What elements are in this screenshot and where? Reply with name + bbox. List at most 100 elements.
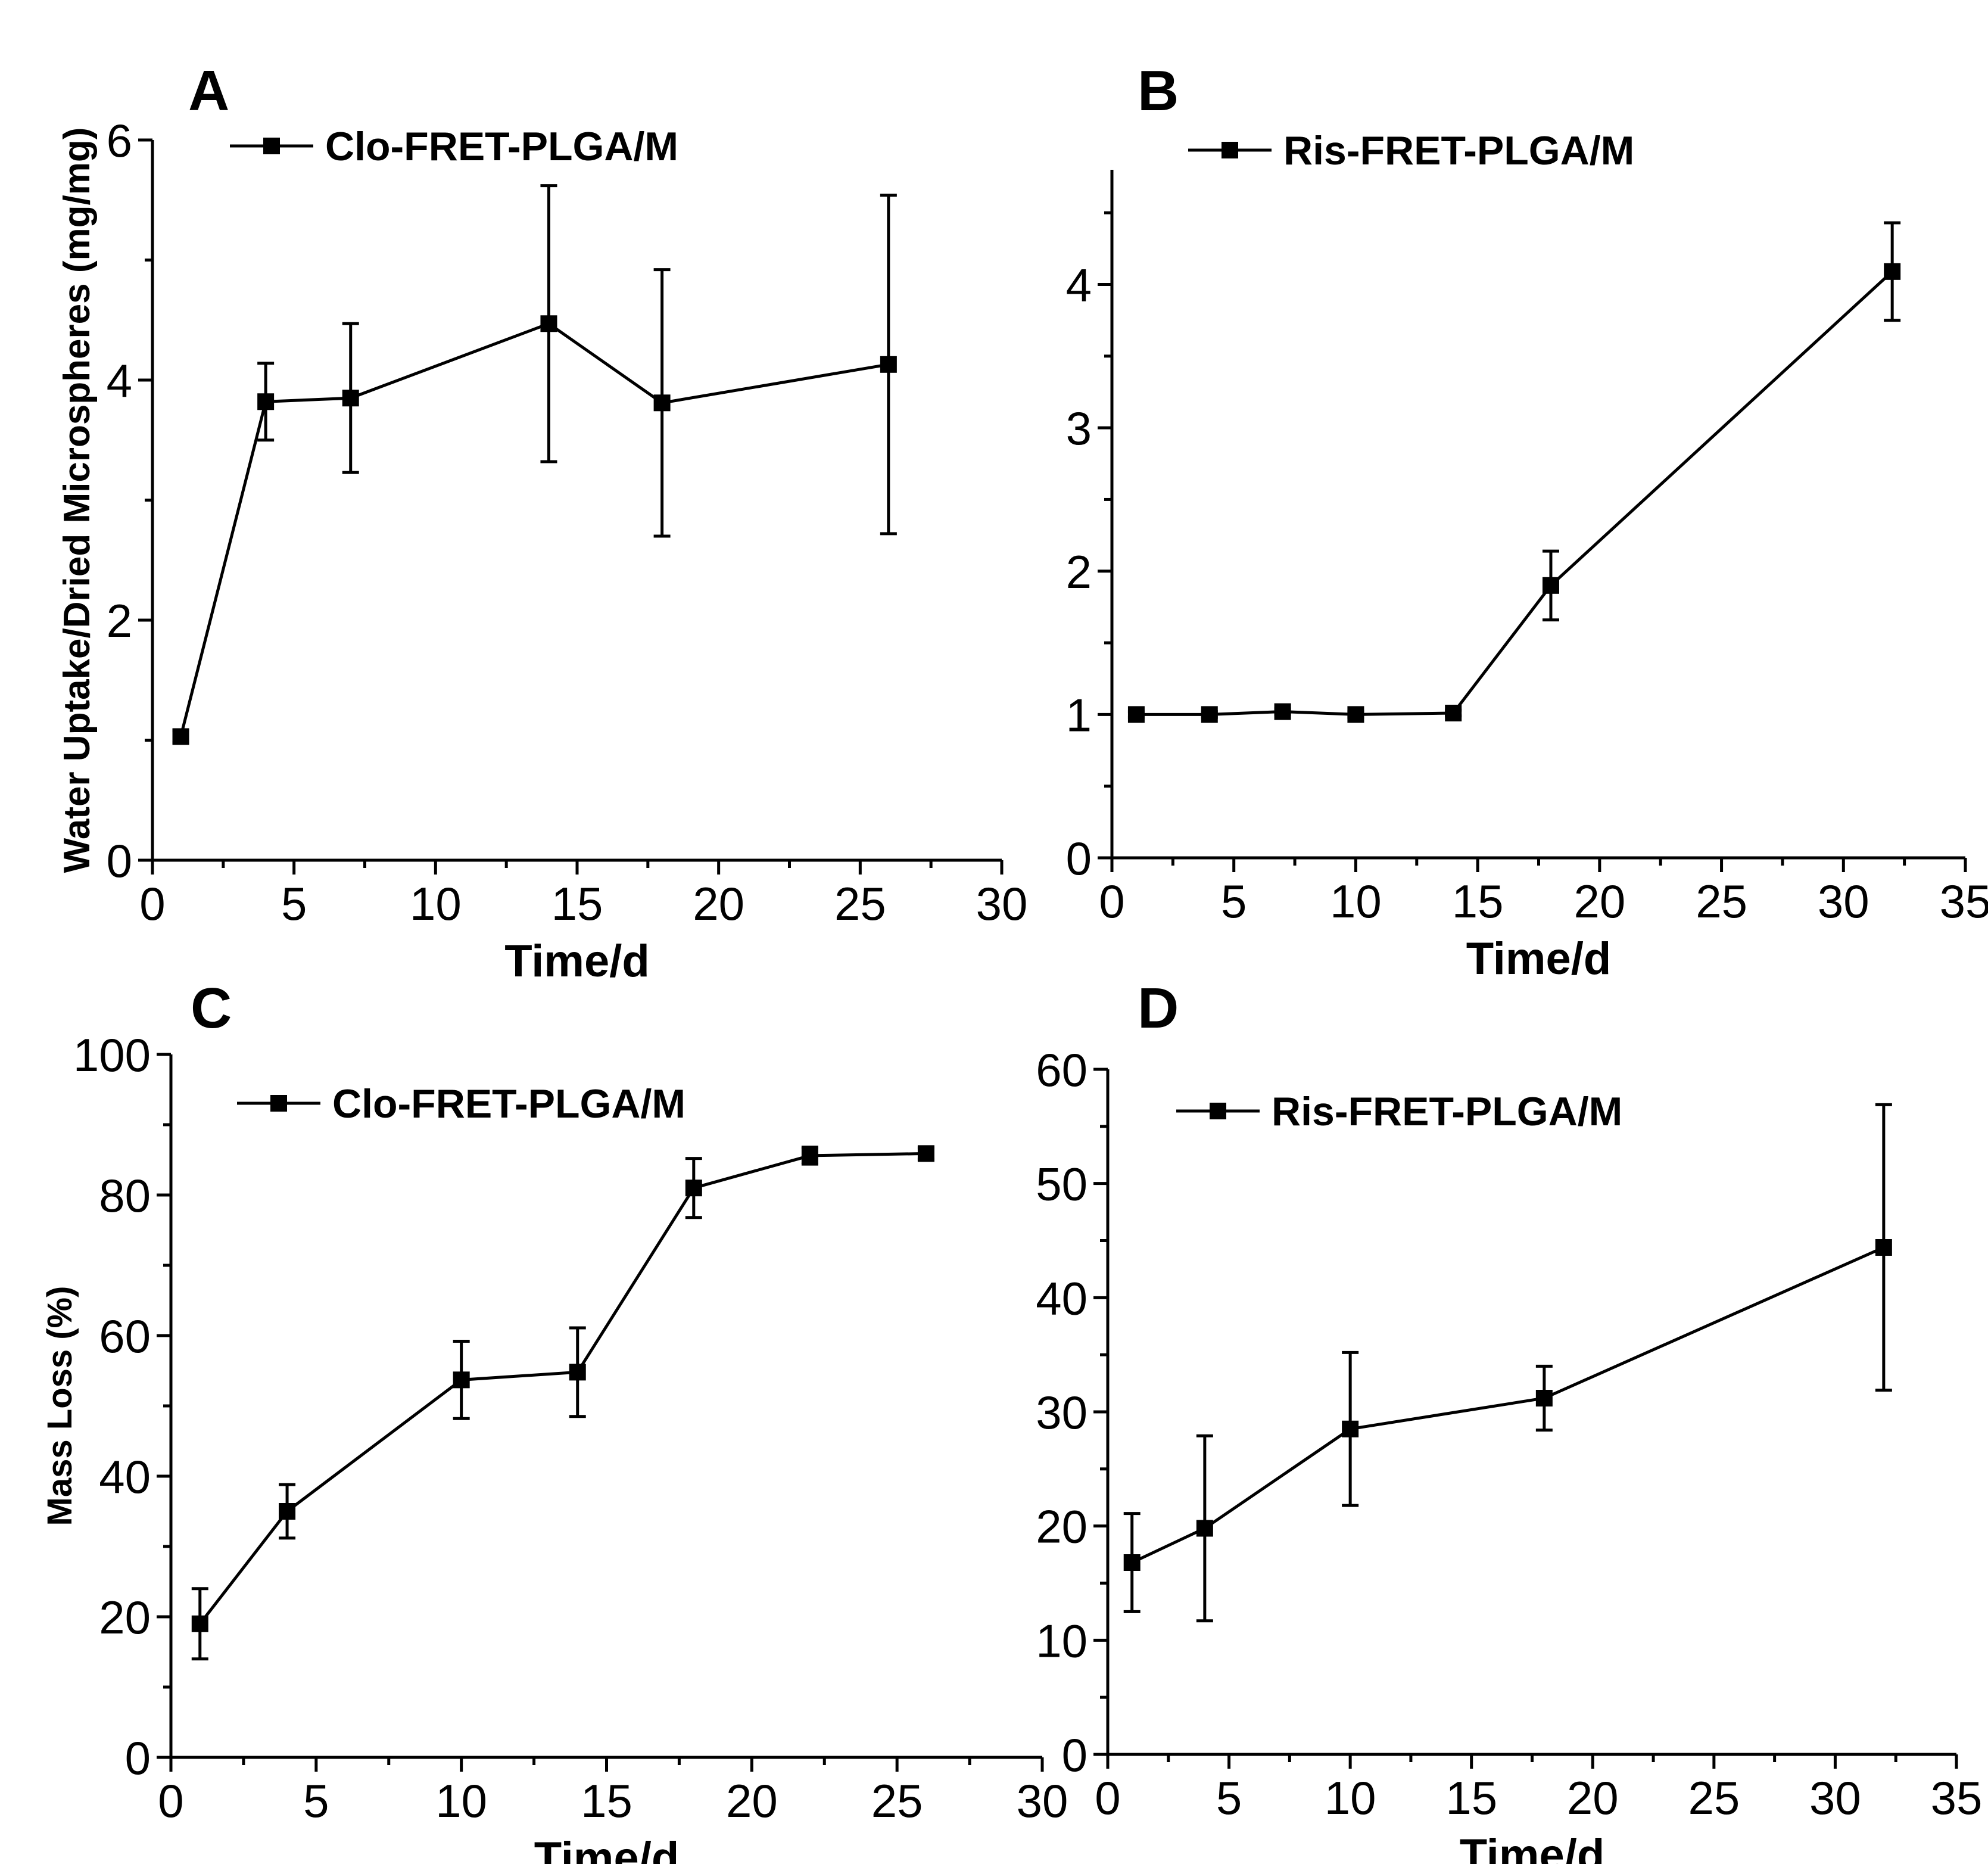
y-tick-label: 10 [1036, 1614, 1088, 1667]
data-point [1274, 703, 1291, 720]
y-tick-label: 4 [1066, 259, 1092, 312]
x-tick-label: 20 [1567, 1772, 1619, 1824]
data-point [1201, 706, 1218, 723]
data-point [279, 1503, 296, 1520]
y-tick-label: 60 [99, 1310, 151, 1362]
x-tick-label: 35 [1940, 875, 1988, 928]
data-point [880, 356, 897, 373]
data-point [540, 315, 557, 332]
y-tick-label: 4 [107, 354, 132, 407]
x-tick-label: 35 [1931, 1772, 1983, 1824]
x-tick-label: 15 [1452, 875, 1504, 928]
legend-marker [1222, 142, 1238, 158]
chart-panel-b: B 0 5 10 15 20 25 30 35 0 1 2 3 4 Time/d Ris-FRET-PLGA/… [1066, 59, 1988, 984]
y-axis-title: Mass Loss (%) [40, 1286, 79, 1526]
x-tick-label: 15 [1445, 1772, 1497, 1824]
x-tick-label: 15 [581, 1775, 632, 1827]
data-point [172, 728, 189, 745]
legend-label: Ris-FRET-PLGA/M [1272, 1089, 1622, 1134]
y-tick-label: 100 [73, 1029, 151, 1081]
data-point [1127, 706, 1145, 723]
y-tick-label: 20 [99, 1591, 151, 1644]
y-tick-label: 2 [1066, 546, 1092, 598]
x-tick-label: 5 [281, 877, 307, 930]
x-tick-label: 5 [1221, 875, 1247, 928]
x-tick-label: 10 [435, 1775, 487, 1827]
data-point [917, 1145, 934, 1162]
data-point [1875, 1239, 1892, 1256]
x-tick-label: 25 [1696, 875, 1747, 928]
x-axis-title: Time/d [1460, 1830, 1605, 1864]
panel-letter: A [188, 59, 229, 123]
legend: Ris-FRET-PLGA/M [1176, 1089, 1622, 1134]
x-tick-label: 25 [834, 877, 886, 930]
x-tick-label: 20 [693, 877, 744, 930]
chart-panel-d: D 0 5 10 15 20 25 30 35 0 10 20 30 40 50 60 Time/d Ris-FR… [1036, 976, 1982, 1864]
data-point [1342, 1420, 1359, 1437]
data-point [1535, 1390, 1553, 1406]
data-point [685, 1180, 702, 1197]
x-tick-label: 0 [1099, 875, 1124, 928]
x-tick-label: 15 [551, 877, 603, 930]
x-axis-title: Time/d [504, 936, 650, 987]
x-tick-label: 30 [976, 877, 1028, 930]
y-tick-label: 30 [1036, 1386, 1088, 1439]
y-tick-label: 0 [1066, 832, 1092, 885]
y-tick-label: 1 [1066, 689, 1092, 741]
data-point [1196, 1520, 1213, 1537]
legend-marker [263, 138, 280, 154]
legend-marker [1210, 1103, 1226, 1119]
x-tick-label: 30 [1809, 1772, 1861, 1824]
x-tick-label: 0 [158, 1775, 183, 1827]
y-tick-label: 3 [1066, 402, 1092, 455]
chart-panel-a: A 0 5 10 15 20 25 30 0 2 4 6 Time/d Water Uptake/Drie… [57, 59, 1027, 987]
y-tick-label: 6 [107, 114, 132, 167]
y-tick-label: 0 [107, 835, 132, 887]
data-point [569, 1364, 586, 1381]
panel-letter: C [191, 976, 232, 1040]
y-tick-label: 2 [107, 595, 132, 647]
x-tick-label: 5 [303, 1775, 329, 1827]
data-point [1347, 706, 1364, 723]
x-tick-label: 20 [1573, 875, 1625, 928]
legend: Clo-FRET-PLGA/M [237, 1081, 685, 1127]
data-point [342, 390, 359, 407]
x-tick-label: 0 [1095, 1772, 1120, 1824]
y-tick-label: 80 [99, 1169, 151, 1222]
x-tick-label: 30 [1818, 875, 1869, 928]
x-tick-label: 20 [726, 1775, 778, 1827]
series-line [179, 322, 889, 737]
y-tick-label: 0 [1062, 1729, 1088, 1781]
y-tick-label: 60 [1036, 1044, 1088, 1096]
x-tick-label: 25 [871, 1775, 923, 1827]
y-axis-title: Water Uptake/Dried Microspheres (mg/mg) [57, 127, 98, 873]
data-point [1445, 704, 1462, 721]
x-tick-label: 5 [1216, 1772, 1242, 1824]
y-tick-label: 40 [99, 1451, 151, 1503]
data-point [191, 1615, 208, 1632]
x-axis-title: Time/d [1466, 933, 1612, 984]
x-tick-label: 25 [1688, 1772, 1740, 1824]
x-tick-label: 0 [139, 877, 165, 930]
y-tick-label: 0 [125, 1732, 151, 1784]
legend-label: Clo-FRET-PLGA/M [325, 124, 678, 169]
x-axis-title: Time/d [534, 1833, 680, 1864]
data-point [257, 393, 275, 410]
data-point [1884, 263, 1901, 280]
x-tick-label: 10 [1330, 875, 1382, 928]
legend-label: Clo-FRET-PLGA/M [332, 1081, 685, 1127]
panel-letter: B [1138, 59, 1179, 123]
data-point [801, 1147, 818, 1164]
x-tick-label: 10 [1325, 1772, 1376, 1824]
y-tick-label: 20 [1036, 1501, 1088, 1553]
legend-marker [270, 1095, 287, 1112]
y-tick-label: 50 [1036, 1158, 1088, 1210]
x-tick-label: 10 [410, 877, 462, 930]
chart-panel-c: C 0 5 10 15 20 25 30 0 20 40 60 80 100 Time/d Mass Loss… [40, 976, 1068, 1864]
data-point [1123, 1554, 1141, 1571]
data-point [653, 394, 671, 412]
panel-letter: D [1138, 976, 1179, 1040]
data-point [1542, 577, 1559, 594]
